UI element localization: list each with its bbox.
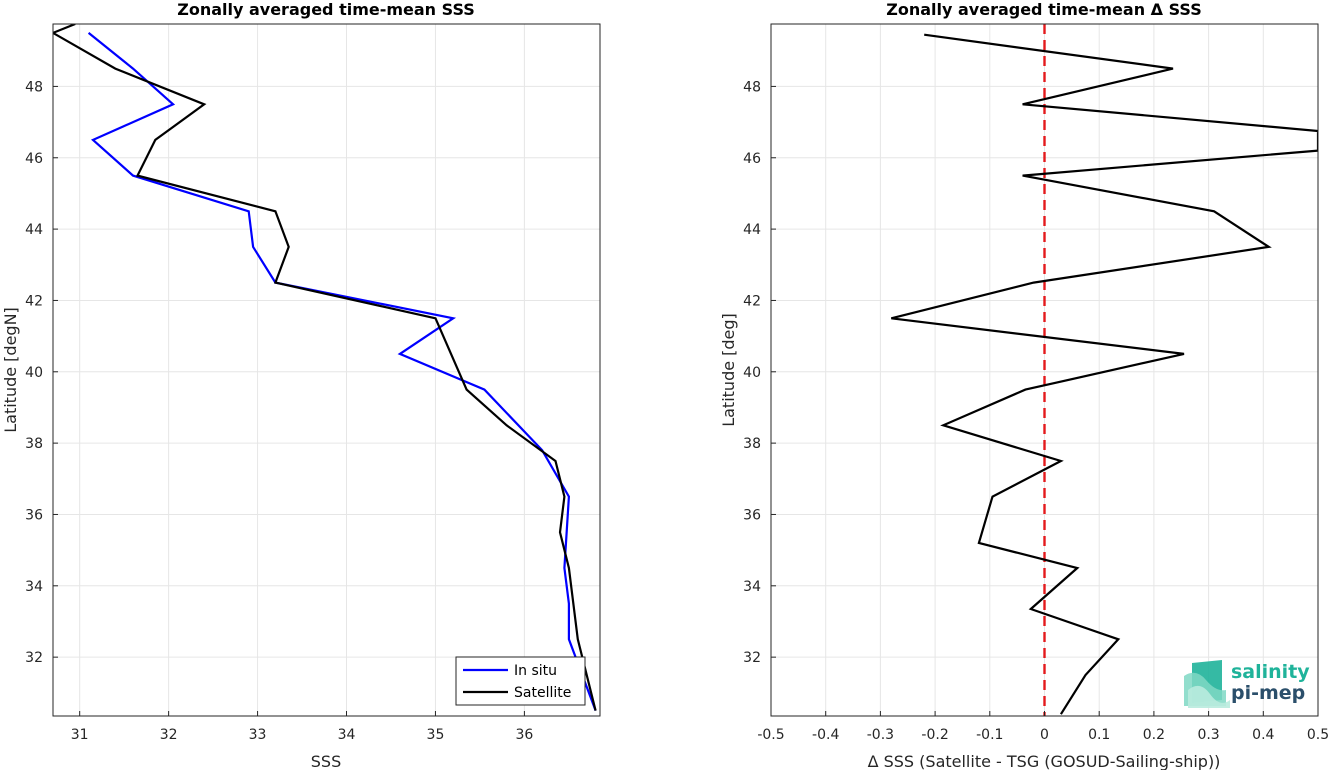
right-x-tick-label: -0.3 [867, 727, 894, 743]
right-y-tick-label: 40 [743, 365, 761, 381]
left-chart-title: Zonally averaged time-mean SSS [177, 0, 475, 19]
right-chart-title: Zonally averaged time-mean Δ SSS [886, 0, 1202, 19]
legend-label-satellite: Satellite [514, 685, 571, 701]
right-x-tick-label: -0.5 [757, 727, 784, 743]
left-x-tick-label: 34 [338, 727, 356, 743]
left-y-tick-label: 32 [25, 650, 43, 666]
left-y-tick-label: 36 [25, 507, 43, 523]
salinity-pi-mep-logo: salinity pi-mep [1184, 660, 1310, 708]
right-x-tick-label: 0.1 [1088, 727, 1110, 743]
left-x-axis-label: SSS [311, 752, 341, 770]
left-y-tick-label: 40 [25, 365, 43, 381]
left-y-tick-label: 42 [25, 293, 43, 309]
right-x-tick-label: 0.5 [1307, 727, 1329, 743]
right-y-tick-label: 42 [743, 293, 761, 309]
right-y-tick-label: 48 [743, 79, 761, 95]
legend-box [455, 656, 586, 706]
logo-text-pi-mep: pi-mep [1231, 682, 1305, 704]
right-x-tick-label: 0.3 [1197, 727, 1219, 743]
right-y-tick-label: 32 [743, 650, 761, 666]
right-x-tick-label: 0.2 [1143, 727, 1165, 743]
left-x-tick-label: 36 [515, 727, 533, 743]
logo-wave-icon [1184, 660, 1230, 708]
left-x-tick-label: 31 [71, 727, 89, 743]
right-y-axis-label: Latitude [deg] [719, 313, 738, 427]
right-tick-labels: -0.5 -0.4 -0.3 -0.2 -0.1 0 0.1 0.2 0.3 0.4 0.5 32 34… [743, 79, 1329, 743]
left-x-tick-label: 33 [249, 727, 267, 743]
left-y-tick-label: 38 [25, 436, 43, 452]
left-x-tick-label: 32 [160, 727, 178, 743]
right-chart-panel: -0.5 -0.4 -0.3 -0.2 -0.1 0 0.1 0.2 0.3 0.4 0.5 32 34… [719, 0, 1329, 770]
right-x-tick-label: 0 [1040, 727, 1049, 743]
left-y-tick-label: 48 [25, 79, 43, 95]
right-x-tick-label: -0.4 [812, 727, 839, 743]
left-axes-box [52, 23, 601, 717]
right-y-tick-label: 34 [743, 579, 761, 595]
right-x-axis-label: Δ SSS (Satellite - TSG (GOSUD-Sailing-sh… [868, 752, 1221, 770]
left-y-tick-label: 46 [25, 151, 43, 167]
right-x-tick-label: 0.4 [1252, 727, 1274, 743]
right-series-group [891, 33, 1318, 715]
right-y-tick-label: 44 [743, 222, 761, 238]
legend-label-in-situ: In situ [514, 663, 557, 679]
left-y-tick-label: 44 [25, 222, 43, 238]
right-y-tick-label: 46 [743, 151, 761, 167]
left-tick-labels: 31 32 33 34 35 36 32 34 36 38 40 42 44 46 48 [25, 79, 533, 743]
left-series-group [53, 24, 597, 711]
legend: In situ Satellite [455, 656, 586, 706]
logo-text-salinity: salinity [1231, 661, 1310, 683]
right-line-series-0 [891, 33, 1318, 715]
left-line-satellite [53, 24, 597, 711]
left-chart-panel: 31 32 33 34 35 36 32 34 36 38 40 42 44 46 48 Zonally a… [1, 0, 601, 770]
left-y-axis-label: Latitude [degN] [1, 307, 20, 433]
left-line-in-situ [87, 32, 597, 711]
left-y-tick-label: 34 [25, 579, 43, 595]
left-x-tick-label: 35 [427, 727, 445, 743]
right-x-tick-label: -0.2 [921, 727, 948, 743]
right-y-tick-label: 38 [743, 436, 761, 452]
left-plot-area [53, 24, 600, 716]
right-x-tick-label: -0.1 [976, 727, 1003, 743]
right-y-tick-label: 36 [743, 507, 761, 523]
